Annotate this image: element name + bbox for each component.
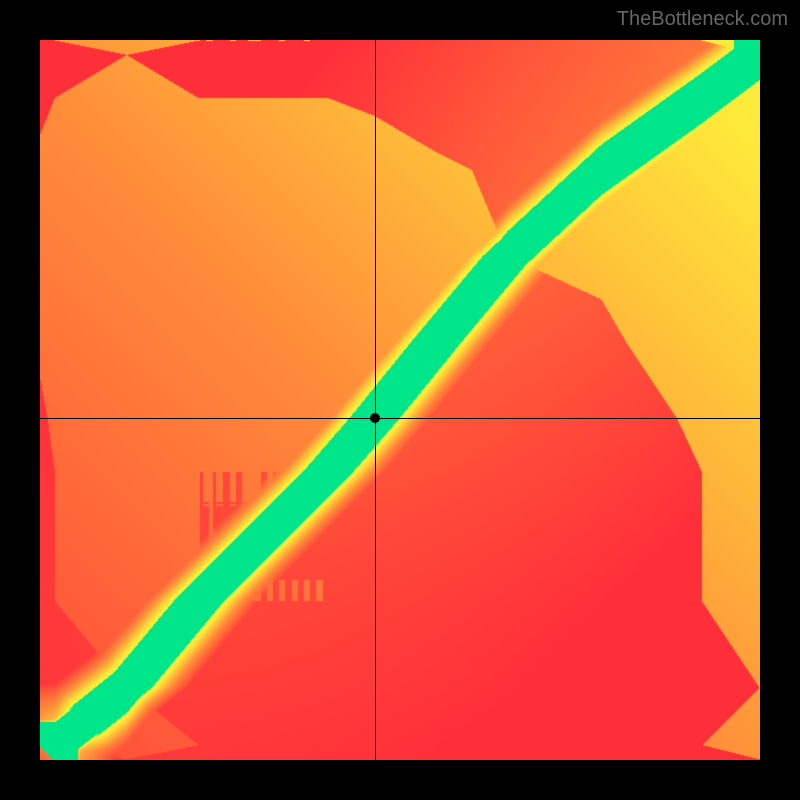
watermark-text: TheBottleneck.com	[617, 8, 788, 31]
crosshair-horizontal	[40, 418, 760, 419]
selection-marker	[370, 413, 380, 423]
crosshair-vertical	[375, 40, 376, 760]
heatmap-canvas	[40, 40, 760, 760]
heatmap-plot	[40, 40, 760, 760]
